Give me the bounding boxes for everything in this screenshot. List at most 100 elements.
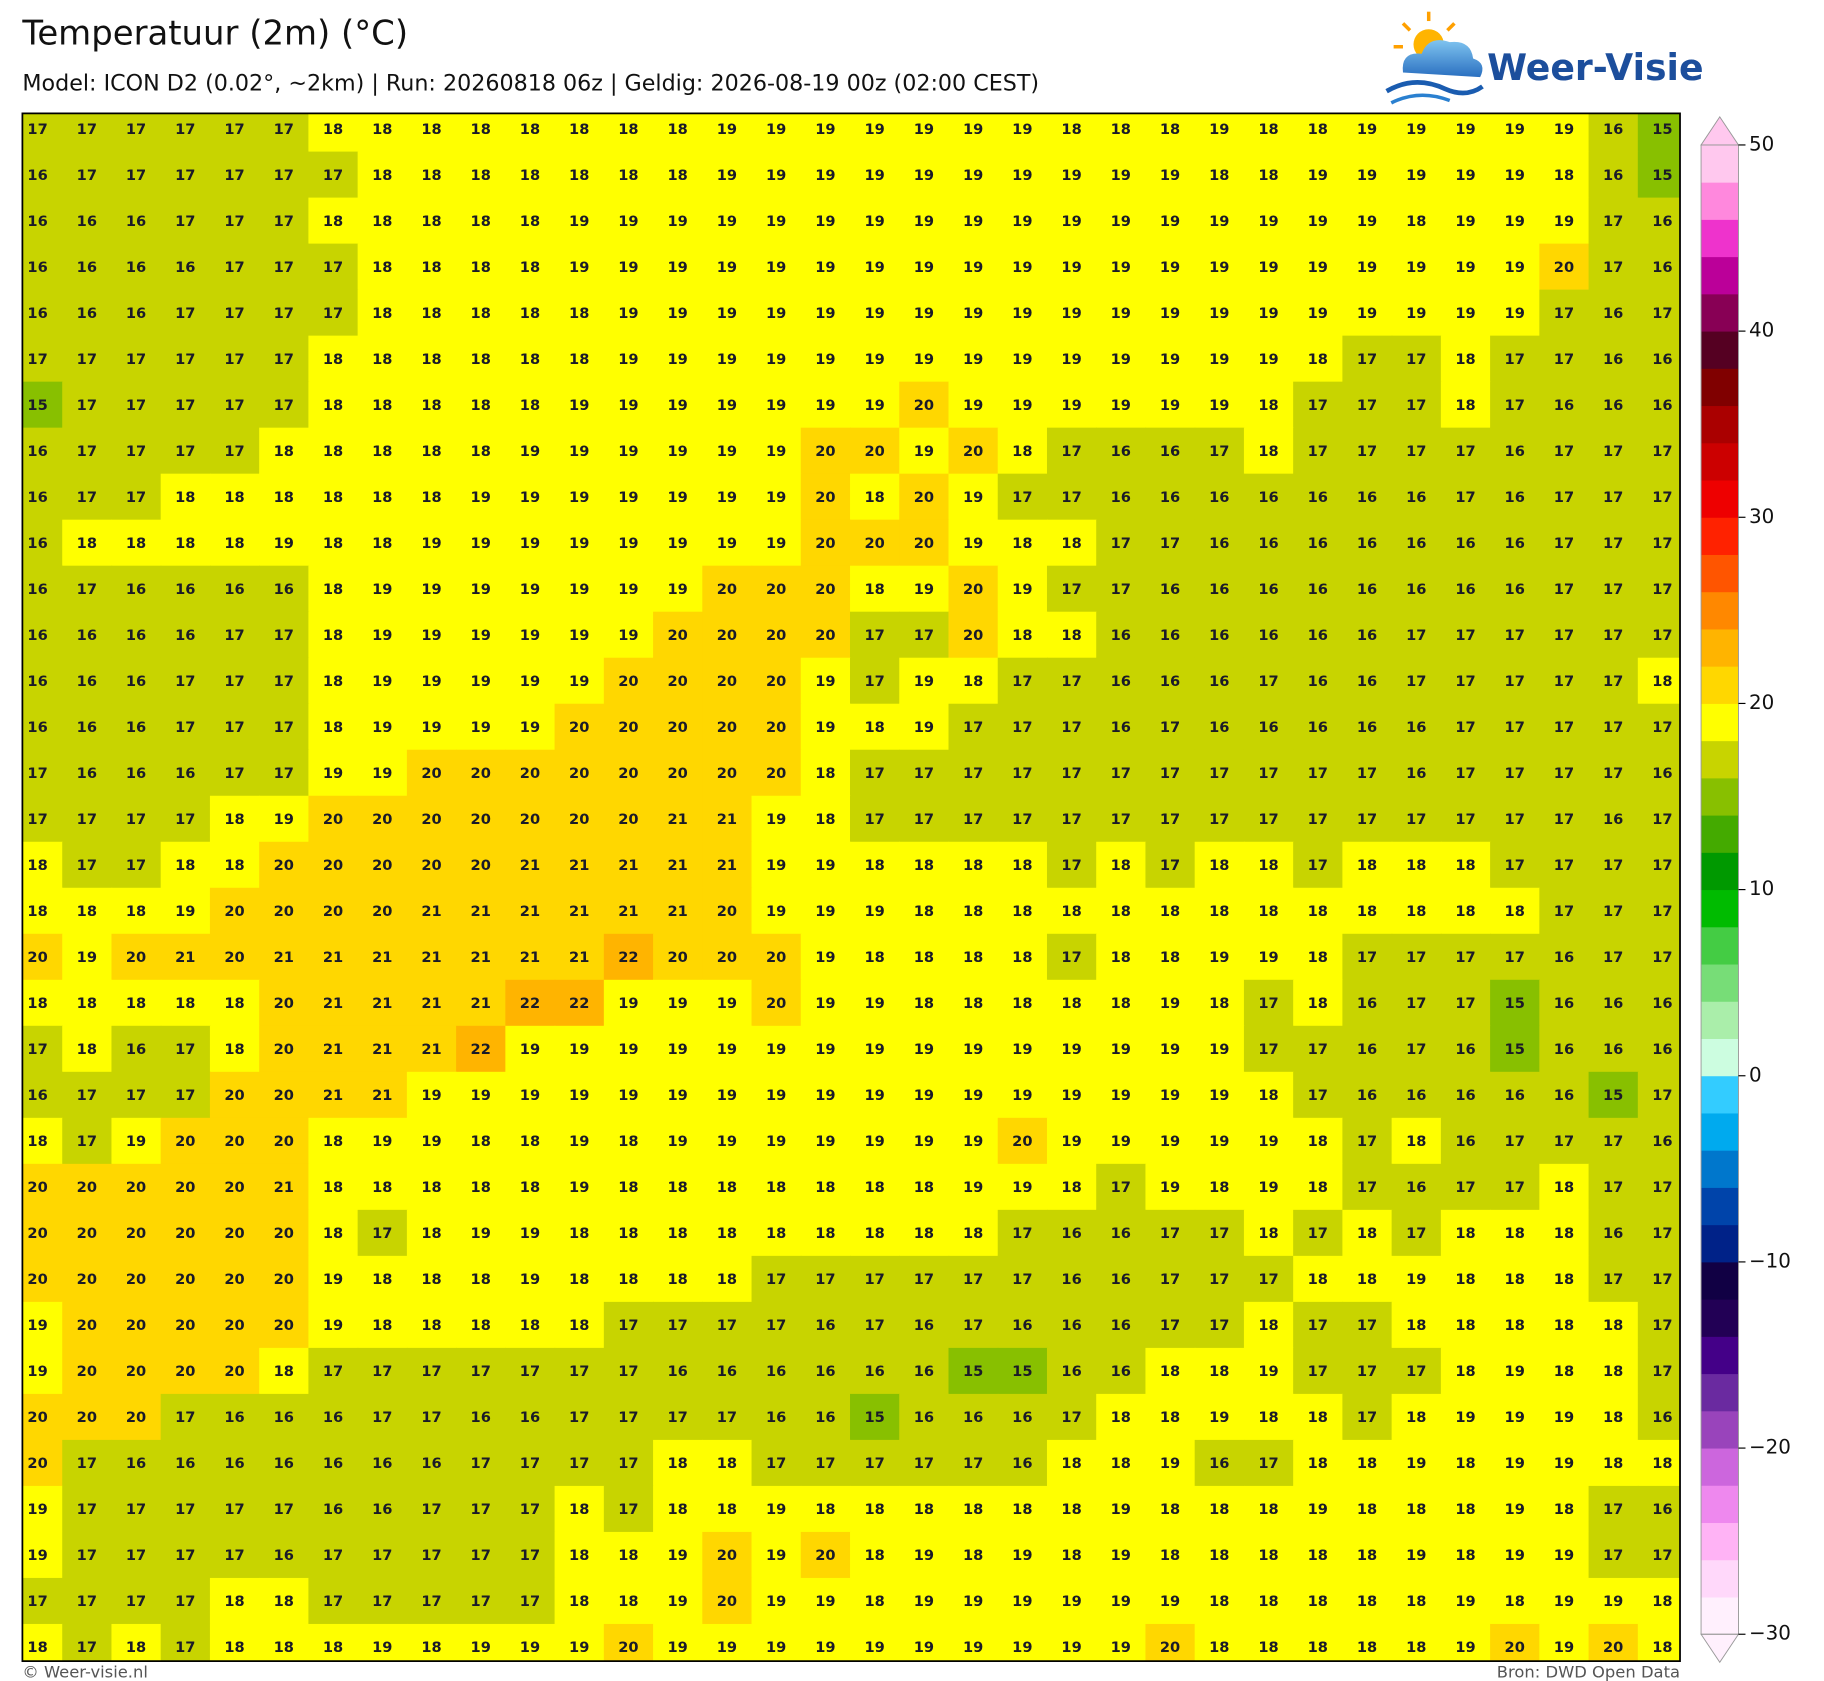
temp-cell [554,1163,605,1211]
temp-label: 18 [569,1271,589,1288]
temp-cell [997,473,1048,521]
temp-cell [948,1531,999,1579]
temp-label: 17 [1209,811,1229,828]
temp-label: 17 [1505,719,1525,736]
temp-cell [1588,1255,1639,1303]
temp-label: 20 [815,489,835,506]
temp-label: 20 [963,443,983,460]
temp-cell [160,1393,211,1441]
temp-label: 20 [27,1225,47,1242]
temp-cell [899,933,950,981]
temp-label: 18 [1406,1639,1426,1656]
temp-cell [603,243,654,291]
temp-label: 17 [77,811,97,828]
temp-label: 18 [520,167,540,184]
temp-label: 19 [1209,213,1229,230]
temp-label: 19 [717,305,737,322]
temp-cell [1588,933,1639,981]
temp-cell [1490,1163,1541,1211]
temp-cell [997,1439,1048,1487]
temp-cell [1490,1347,1541,1395]
temp-label: 18 [569,351,589,368]
temp-cell [259,1485,310,1533]
temp-label: 20 [914,489,934,506]
temp-cell [1637,703,1681,751]
temp-cell [456,427,507,475]
temp-label: 17 [766,1271,786,1288]
temp-label: 17 [1652,627,1672,644]
temp-label: 19 [1111,213,1131,230]
temp-label: 18 [471,1179,491,1196]
temp-cell [308,519,359,567]
temp-label: 17 [1012,489,1032,506]
temp-label: 17 [668,1317,688,1334]
temp-cell [357,657,408,705]
temp-cell [1391,795,1442,843]
temp-label: 20 [618,765,638,782]
temp-cell [1293,933,1344,981]
temp-label: 19 [1012,351,1032,368]
temp-label: 17 [1308,857,1328,874]
temp-label: 18 [1209,1501,1229,1518]
temp-label: 20 [815,443,835,460]
temp-cell [702,1209,753,1257]
temp-cell [603,933,654,981]
temp-cell [997,381,1048,429]
temp-label: 20 [421,857,441,874]
temp-cell [259,979,310,1027]
temp-cell [357,1071,408,1119]
temp-label: 17 [963,765,983,782]
temp-label: 16 [815,1317,835,1334]
temp-label: 19 [618,443,638,460]
temp-cell [899,1485,950,1533]
temp-cell [1440,1117,1491,1165]
temp-label: 16 [27,489,47,506]
temp-cell [505,289,556,337]
temp-label: 18 [1406,1133,1426,1150]
temp-cell [850,519,900,567]
colorbar-segment [1701,703,1739,742]
temp-label: 19 [864,351,884,368]
temp-cell [997,1025,1048,1073]
temp-cell [160,473,211,521]
temp-label: 17 [963,1271,983,1288]
temp-cell [1637,381,1681,429]
temp-label: 17 [1603,673,1623,690]
temp-label: 16 [77,627,97,644]
temp-label: 17 [1357,443,1377,460]
temp-label: 18 [421,259,441,276]
temp-label: 16 [126,581,146,598]
temp-label: 18 [274,1363,294,1380]
temp-cell [1391,1209,1442,1257]
temp-cell [1194,1025,1245,1073]
temp-label: 17 [1455,995,1475,1012]
temp-cell [209,1393,260,1441]
temp-label: 17 [1258,995,1278,1012]
temp-cell [160,979,211,1027]
temp-cell [1440,1439,1491,1487]
temp-label: 20 [717,765,737,782]
temp-cell [751,1255,802,1303]
temp-label: 18 [1406,1317,1426,1334]
temp-cell [997,1163,1048,1211]
temp-label: 20 [569,719,589,736]
temp-label: 16 [1308,673,1328,690]
temp-label: 22 [569,995,589,1012]
temp-cell [505,381,556,429]
temp-cell [259,113,310,153]
temp-cell [1243,1301,1294,1349]
temp-cell [997,657,1048,705]
temp-cell [259,1117,310,1165]
temp-cell [751,1117,802,1165]
temp-label: 19 [1160,213,1180,230]
temp-label: 19 [1160,397,1180,414]
temp-label: 19 [766,1501,786,1518]
temp-label: 17 [1357,1409,1377,1426]
temp-cell [406,657,457,705]
temp-cell [899,841,950,889]
temp-label: 17 [1652,535,1672,552]
temp-cell [997,197,1048,245]
temp-cell [1391,749,1442,797]
temp-cell [22,887,63,935]
temp-label: 18 [1111,903,1131,920]
